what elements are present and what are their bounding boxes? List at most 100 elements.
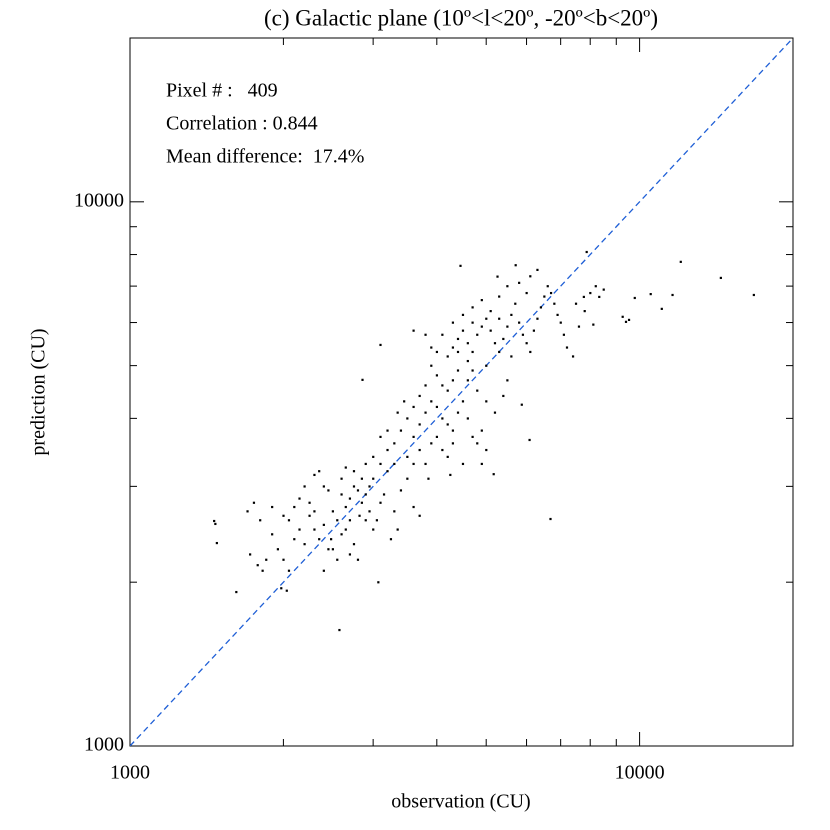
point xyxy=(498,350,501,354)
point xyxy=(592,323,595,326)
point xyxy=(280,587,283,590)
point xyxy=(348,497,352,500)
point xyxy=(451,429,455,432)
point xyxy=(308,514,311,517)
point xyxy=(336,558,339,561)
point xyxy=(528,438,531,442)
point xyxy=(498,317,501,320)
one-to-one-line xyxy=(130,38,793,746)
point xyxy=(418,394,421,398)
point xyxy=(424,411,427,414)
point xyxy=(322,569,325,572)
x-tick-label: 10000 xyxy=(615,762,665,784)
point xyxy=(476,389,479,392)
chart-title: (c) Galactic plane (10º<l<20º, -20º<b<20… xyxy=(264,5,658,30)
point xyxy=(441,448,444,452)
point xyxy=(298,528,301,531)
point xyxy=(456,350,460,354)
point xyxy=(364,519,367,522)
point xyxy=(412,329,415,332)
point xyxy=(518,321,521,324)
point xyxy=(360,477,363,480)
point xyxy=(372,455,375,458)
point xyxy=(352,485,356,488)
point xyxy=(308,501,311,504)
point xyxy=(585,250,588,254)
point xyxy=(461,329,465,332)
point xyxy=(424,384,427,387)
point xyxy=(506,285,509,288)
annotation: Mean difference: 17.4% xyxy=(166,146,364,168)
point xyxy=(571,355,575,358)
point xyxy=(451,346,455,349)
point xyxy=(441,417,444,420)
point xyxy=(435,405,439,409)
point xyxy=(446,355,449,358)
point xyxy=(536,268,539,272)
point xyxy=(451,379,455,382)
point xyxy=(348,553,352,556)
point xyxy=(327,548,330,551)
point xyxy=(313,473,316,477)
point xyxy=(446,455,449,458)
point xyxy=(344,528,347,531)
point xyxy=(466,417,469,420)
point xyxy=(451,321,455,324)
point xyxy=(485,364,488,367)
point xyxy=(446,389,449,392)
point xyxy=(492,473,495,476)
point xyxy=(298,497,301,500)
point xyxy=(322,485,325,488)
point xyxy=(393,462,396,466)
point xyxy=(510,355,513,358)
point xyxy=(518,281,521,284)
point xyxy=(403,400,406,403)
point xyxy=(583,310,586,313)
point xyxy=(430,346,433,349)
point xyxy=(293,538,296,541)
point xyxy=(752,293,755,297)
point xyxy=(418,448,421,452)
point xyxy=(282,558,285,561)
point xyxy=(525,291,528,295)
point xyxy=(318,470,321,473)
point xyxy=(502,337,505,341)
point xyxy=(265,558,268,561)
point xyxy=(375,519,378,522)
point xyxy=(461,313,465,316)
point xyxy=(466,342,469,345)
point xyxy=(364,493,367,496)
point xyxy=(352,543,356,546)
point xyxy=(649,293,652,296)
point xyxy=(476,333,479,336)
point xyxy=(553,302,556,305)
point xyxy=(441,333,444,336)
plot-area xyxy=(130,38,793,746)
y-tick-label: 10000 xyxy=(74,189,124,211)
point xyxy=(471,306,474,309)
point xyxy=(471,350,474,354)
point xyxy=(261,569,264,572)
x-axis-label: observation (CU) xyxy=(391,791,530,813)
point xyxy=(510,313,513,316)
point xyxy=(496,275,499,278)
x-tick-label: 1000 xyxy=(110,762,150,784)
point xyxy=(372,477,375,480)
point xyxy=(396,411,399,414)
point xyxy=(424,462,427,466)
point xyxy=(602,288,605,291)
point xyxy=(386,429,389,432)
point xyxy=(529,275,532,278)
point xyxy=(360,501,363,504)
point xyxy=(424,333,427,336)
point xyxy=(406,417,409,420)
point xyxy=(327,489,330,492)
point xyxy=(582,295,585,299)
point xyxy=(480,299,483,302)
point xyxy=(536,317,539,320)
y-axis-label: prediction (CU) xyxy=(28,328,50,455)
point xyxy=(594,285,597,288)
point xyxy=(451,442,455,445)
point xyxy=(525,342,528,345)
point xyxy=(466,359,469,363)
